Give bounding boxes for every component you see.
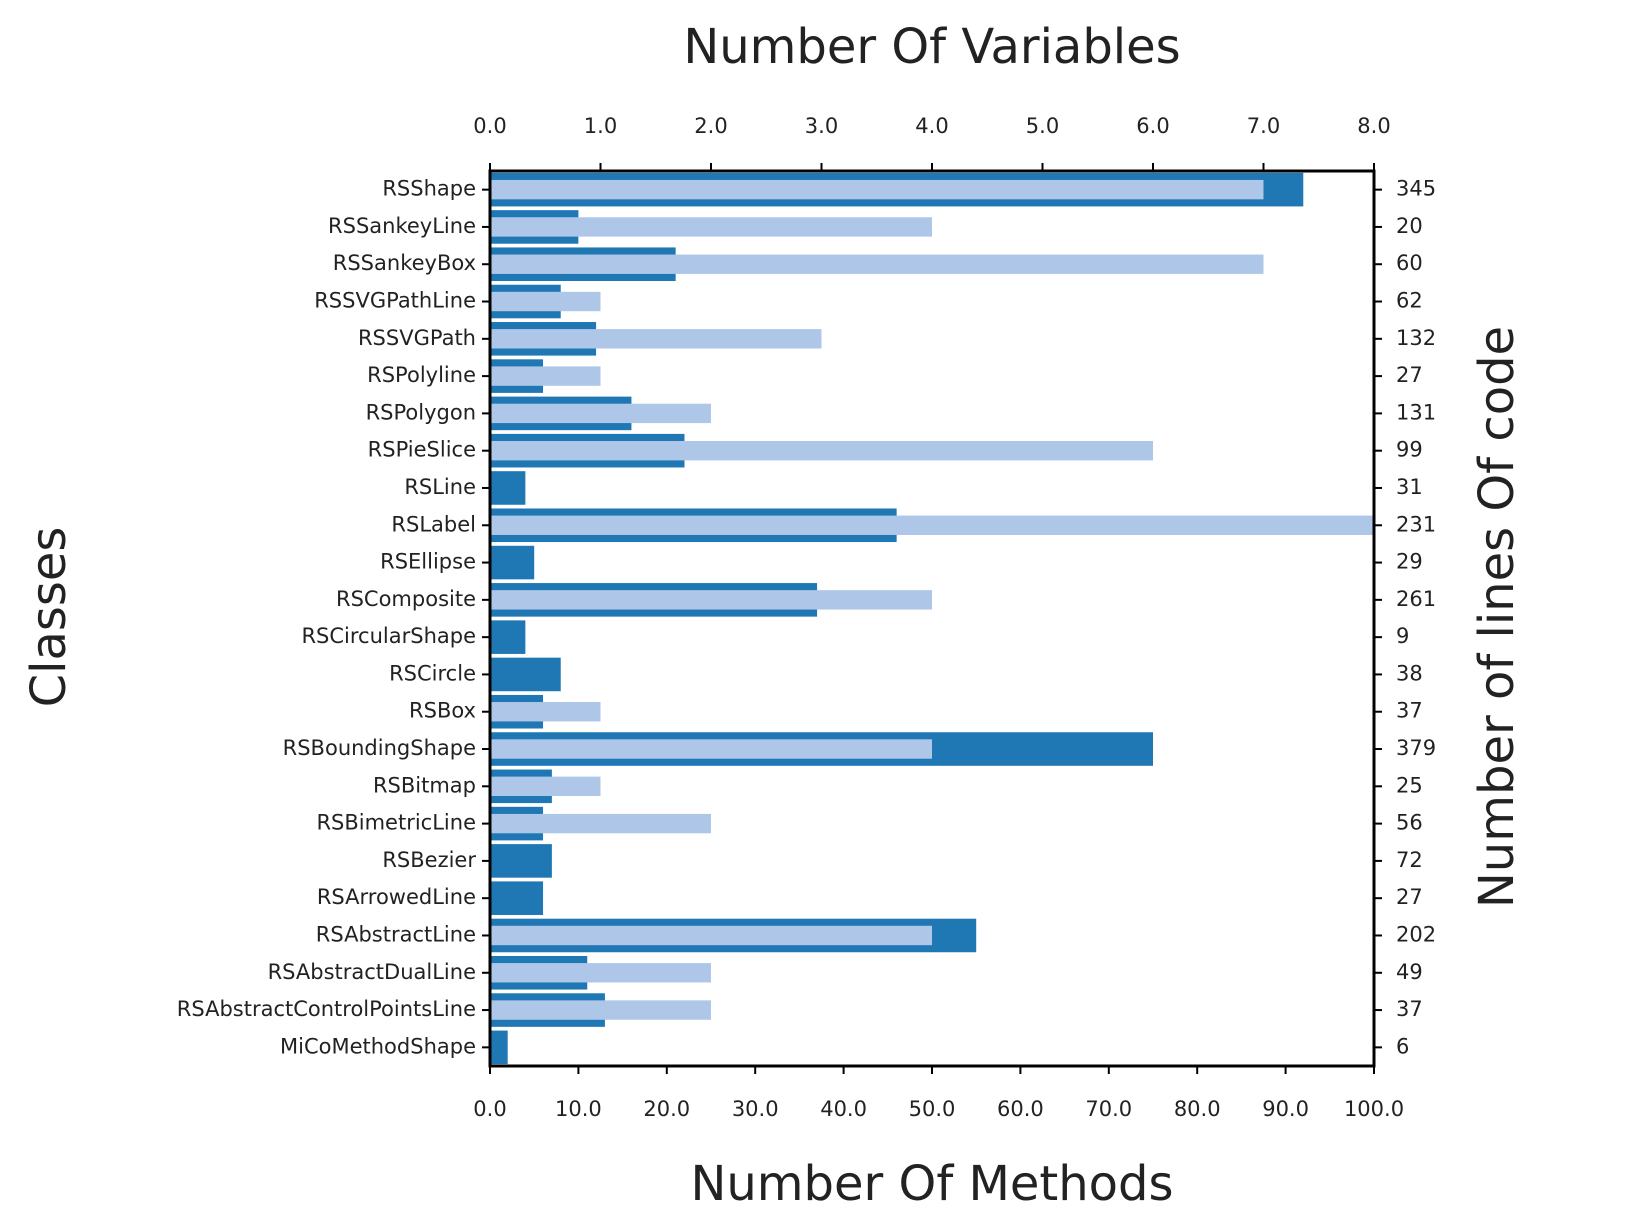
y2-tick-label: 231 xyxy=(1396,512,1436,536)
y-tick-label: RSPolygon xyxy=(366,400,476,424)
bar xyxy=(490,776,601,797)
x-tick-label: 50.0 xyxy=(909,1097,956,1121)
y2-tick-label: 379 xyxy=(1396,736,1436,760)
x2-tick-label: 2.0 xyxy=(694,114,727,138)
x-axis-title: Number Of Methods xyxy=(690,1156,1173,1212)
bar xyxy=(490,844,552,878)
x-tick-label: 10.0 xyxy=(555,1097,602,1121)
x2-tick-label: 3.0 xyxy=(805,114,838,138)
y2-tick-label: 261 xyxy=(1396,587,1436,611)
y-tick-label: RSBitmap xyxy=(373,773,476,797)
bar xyxy=(490,366,601,386)
y-tick-label: RSSankeyLine xyxy=(328,214,476,238)
y2-tick-label: 56 xyxy=(1396,811,1423,835)
y2-tick-label: 25 xyxy=(1396,773,1423,797)
x-tick-label: 40.0 xyxy=(820,1097,867,1121)
y-tick-label: RSPolyline xyxy=(367,363,476,387)
y2-tick-label: 6 xyxy=(1396,1034,1409,1058)
y2-tick-label: 345 xyxy=(1396,177,1436,201)
bar xyxy=(490,515,1374,535)
y-tick-label: MiCoMethodShape xyxy=(280,1034,476,1058)
y2-tick-label: 132 xyxy=(1396,326,1436,350)
x2-tick-label: 1.0 xyxy=(584,114,617,138)
y2-tick-label: 37 xyxy=(1396,997,1423,1021)
y-tick-label: RSPieSlice xyxy=(368,438,476,462)
y-tick-label: RSShape xyxy=(382,177,476,201)
x2-tick-label: 5.0 xyxy=(1026,114,1059,138)
y2-tick-label: 20 xyxy=(1396,214,1423,238)
y2-tick-label: 72 xyxy=(1396,848,1423,872)
y-tick-label: RSAbstractLine xyxy=(316,922,476,946)
y2-tick-label: 99 xyxy=(1396,438,1423,462)
y-tick-label: RSAbstractDualLine xyxy=(268,960,476,984)
y2-tick-label: 60 xyxy=(1396,251,1423,275)
bar xyxy=(490,739,932,759)
y-tick-label: RSBimetricLine xyxy=(316,811,476,835)
y2-tick-label: 29 xyxy=(1396,550,1423,574)
x-tick-label: 20.0 xyxy=(643,1097,690,1121)
y2-tick-label: 202 xyxy=(1396,922,1436,946)
y2-tick-label: 27 xyxy=(1396,363,1423,387)
x2-tick-label: 4.0 xyxy=(915,114,948,138)
y-tick-label: RSCircle xyxy=(389,661,476,685)
x-tick-label: 70.0 xyxy=(1085,1097,1132,1121)
bar xyxy=(490,881,544,915)
x-tick-label: 90.0 xyxy=(1262,1097,1309,1121)
y-tick-label: RSSVGPath xyxy=(358,326,476,350)
x-tick-label: 30.0 xyxy=(732,1097,779,1121)
y-tick-label: RSCircularShape xyxy=(301,624,476,648)
bar xyxy=(490,545,535,580)
bar xyxy=(490,217,932,237)
bar xyxy=(490,1030,508,1065)
y-tick-label: RSLine xyxy=(404,475,476,499)
bar xyxy=(490,657,561,692)
bar xyxy=(490,179,1264,200)
y2-axis-title: Number of lines Of code xyxy=(1469,326,1525,908)
bar xyxy=(490,440,1153,461)
y-tick-label: RSBox xyxy=(409,699,476,723)
bar xyxy=(490,702,601,722)
x2-tick-label: 8.0 xyxy=(1357,114,1390,138)
y-tick-label: RSLabel xyxy=(391,512,476,536)
y-tick-label: RSComposite xyxy=(336,587,476,611)
y2-tick-label: 49 xyxy=(1396,960,1423,984)
y-tick-label: RSSVGPathLine xyxy=(314,289,476,313)
bar xyxy=(490,925,932,946)
bar xyxy=(490,291,601,312)
y-tick-label: RSArrowedLine xyxy=(317,885,476,909)
bar xyxy=(490,813,711,834)
x-tick-label: 60.0 xyxy=(997,1097,1044,1121)
y2-tick-label: 9 xyxy=(1396,624,1409,648)
y2-tick-label: 37 xyxy=(1396,699,1423,723)
bar xyxy=(490,1000,711,1020)
y2-tick-label: 131 xyxy=(1396,400,1436,424)
x2-tick-label: 0.0 xyxy=(473,114,506,138)
bar xyxy=(490,403,711,424)
y-tick-label: RSEllipse xyxy=(380,550,476,574)
y-tick-label: RSSankeyBox xyxy=(333,251,476,275)
bar xyxy=(490,329,822,349)
x2-tick-label: 6.0 xyxy=(1136,114,1169,138)
y2-tick-label: 31 xyxy=(1396,475,1423,499)
x2-axis-title: Number Of Variables xyxy=(683,19,1180,75)
y2-tick-label: 38 xyxy=(1396,661,1423,685)
y-tick-label: RSAbstractControlPointsLine xyxy=(177,997,476,1021)
bar xyxy=(490,590,932,610)
y-tick-label: RSBezier xyxy=(382,848,476,872)
y2-tick-label: 62 xyxy=(1396,289,1423,313)
y2-tick-label: 27 xyxy=(1396,885,1423,909)
bar xyxy=(490,963,711,983)
bar xyxy=(490,254,1264,274)
x-tick-label: 0.0 xyxy=(473,1097,506,1121)
bar xyxy=(490,471,526,505)
x-tick-label: 100.0 xyxy=(1344,1097,1404,1121)
x2-tick-label: 7.0 xyxy=(1247,114,1280,138)
x-tick-label: 80.0 xyxy=(1174,1097,1221,1121)
bar xyxy=(490,620,526,654)
y-axis-title: Classes xyxy=(21,527,77,708)
y-tick-label: RSBoundingShape xyxy=(283,736,476,760)
